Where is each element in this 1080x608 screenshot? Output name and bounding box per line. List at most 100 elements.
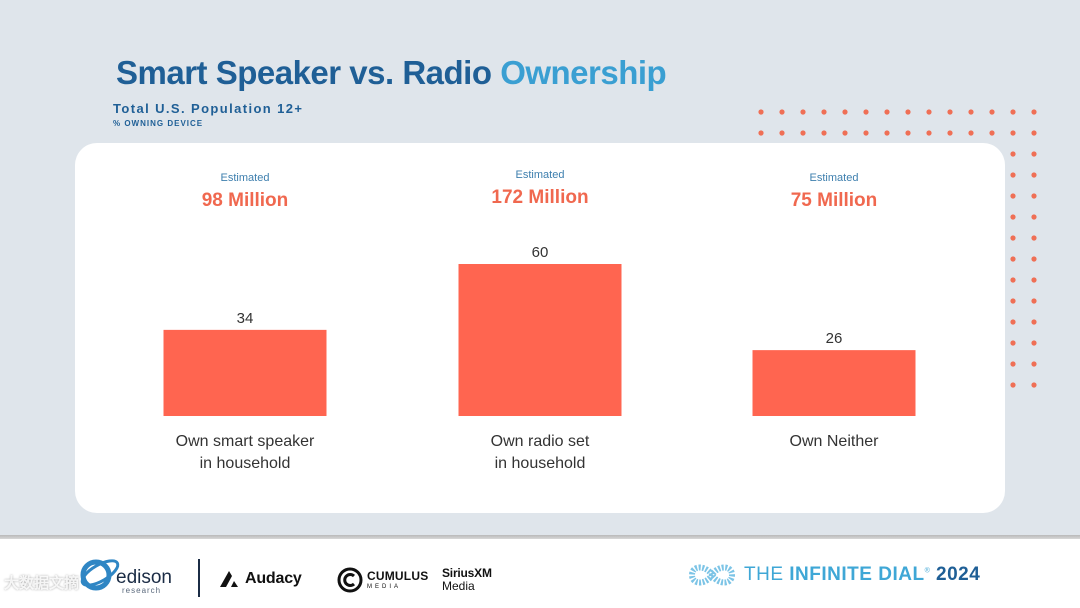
logo-divider [198,559,200,597]
decor-dot [1010,298,1016,304]
chart-card: Estimated 98 Million 34 Own smart speaker in… [75,143,1005,513]
decor-dot [1031,256,1037,262]
decor-dot [947,109,953,115]
cumulus-mark-icon [337,567,363,593]
audacy-logo: Audacy [218,568,302,590]
decor-dot [989,130,995,136]
category-label: Own radio set [491,433,590,450]
edison-research-logo: edison research [78,553,188,597]
brand-trademark: ® [924,567,931,575]
brand-dial: DIAL [878,564,925,585]
decor-dot [905,130,911,136]
bar [752,350,916,416]
infinity-icon [688,564,736,586]
decor-dot [1031,382,1037,388]
decor-dot [1010,382,1016,388]
decor-dot [842,109,848,115]
category-label: Own smart speaker [176,433,315,450]
watermark: 大数据文摘 [4,575,80,592]
edison-wordmark: edison [116,567,172,588]
decor-dot [1031,277,1037,283]
category-label: in household [200,455,291,472]
decor-dot [884,109,890,115]
bar-value-label: 26 [826,330,843,347]
bar [163,329,327,416]
edison-subtext: research [122,586,162,595]
decor-dot [905,109,911,115]
edison-orbit-icon [80,559,120,591]
cumulus-logo: CUMULUS MEDIA [337,566,428,594]
decor-dot [1010,214,1016,220]
decor-dot [779,109,785,115]
decor-dot [1010,151,1016,157]
bar-chart: Estimated 98 Million 34 Own smart speaker in… [163,169,916,472]
decor-dot [758,130,764,136]
decor-dot [926,130,932,136]
siriusxm-subtext: Media [442,579,475,593]
page-title: Smart Speaker vs. Radio Ownership [116,54,667,92]
estimate-label: Estimated [516,169,565,181]
decor-dot [1031,151,1037,157]
bar-value-label: 34 [237,310,254,327]
decor-dot [1010,193,1016,199]
title-part-2: Ownership [500,54,667,91]
bar [458,264,622,416]
decor-dot [1031,193,1037,199]
decor-dot [1010,340,1016,346]
cumulus-wordmark: CUMULUS [367,569,429,583]
brand-the: THE [744,564,784,585]
estimate-value: 172 Million [491,187,588,208]
decor-dot [1031,214,1037,220]
decorative-dot-grid [758,109,1037,388]
decor-dot [821,130,827,136]
decor-dot [800,130,806,136]
decor-dot [1031,235,1037,241]
decor-dot [1010,172,1016,178]
decor-dot [1031,298,1037,304]
decor-dot [968,130,974,136]
chart-subtitle: Total U.S. Population 12+ [113,101,304,116]
brand-year: 2024 [936,564,981,585]
decor-dot [926,109,932,115]
decor-dot [1010,361,1016,367]
decor-dot [1010,256,1016,262]
cumulus-subtext: MEDIA [367,584,402,590]
decor-dot [800,109,806,115]
decor-dot [989,109,995,115]
decor-dot [1010,235,1016,241]
decor-dot [821,109,827,115]
decor-dot [863,130,869,136]
estimate-value: 75 Million [791,190,878,211]
brand-infinite: INFINITE [789,564,873,585]
audacy-wordmark: Audacy [245,570,302,587]
decor-dot [1031,172,1037,178]
category-label: in household [495,455,586,472]
bar-value-label: 60 [532,244,549,261]
infinite-dial-brand: THE INFINITE DIAL® 2024 [686,560,980,590]
decor-dot [1010,319,1016,325]
decor-dot [1031,361,1037,367]
estimate-label: Estimated [810,172,859,184]
estimate-label: Estimated [221,172,270,184]
decor-dot [1031,340,1037,346]
decor-dot [1010,277,1016,283]
category-label: Own Neither [790,433,880,450]
estimate-value: 98 Million [202,190,289,211]
footer [0,539,1080,608]
decor-dot [1031,319,1037,325]
siriusxm-wordmark: SiriusXM [442,566,492,580]
decor-dot [1031,109,1037,115]
siriusxm-logo: SiriusXM Media [442,567,492,592]
decor-dot [758,109,764,115]
decor-dot [1010,109,1016,115]
decor-dot [1031,130,1037,136]
title-part-1: Smart Speaker vs. Radio [116,54,492,91]
footer-divider [0,535,1080,539]
chart-measure-label: % OWNING DEVICE [113,119,204,128]
decor-dot [863,109,869,115]
audacy-mark-icon [220,571,238,587]
decor-dot [884,130,890,136]
decor-dot [1010,130,1016,136]
decor-dot [779,130,785,136]
decor-dot [842,130,848,136]
